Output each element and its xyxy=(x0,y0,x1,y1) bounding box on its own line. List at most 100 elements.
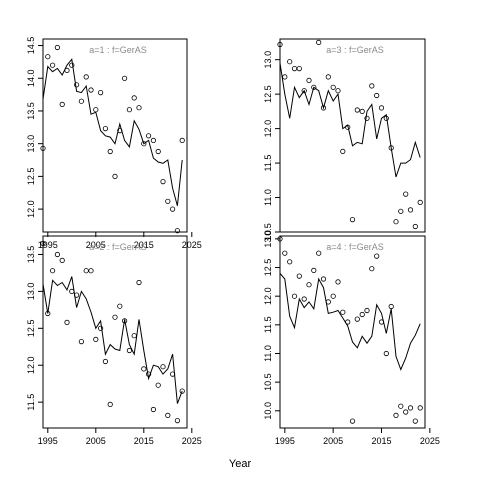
x-tick-label: 1995 xyxy=(275,436,295,446)
observed-point xyxy=(83,74,89,80)
observed-point xyxy=(325,74,331,80)
panel-title: a=4 : f=GerAS xyxy=(326,242,384,252)
observed-point xyxy=(78,338,85,345)
y-tick-label: 12.0 xyxy=(26,200,36,218)
y-tick-label: 12.5 xyxy=(263,259,273,277)
observed-point xyxy=(160,364,166,370)
observed-point xyxy=(306,77,312,84)
observed-point xyxy=(88,268,94,274)
observed-point xyxy=(349,217,356,223)
observed-point xyxy=(374,92,380,99)
observed-point xyxy=(407,207,414,213)
x-tick-label: 1995 xyxy=(38,240,58,250)
observed-point xyxy=(311,267,317,273)
observed-point xyxy=(359,311,365,318)
observed-point xyxy=(383,350,389,357)
x-tick-label: 2025 xyxy=(182,240,202,250)
observed-point xyxy=(146,133,152,139)
observed-point xyxy=(88,87,94,93)
panel-title: a=3 : f=GerAS xyxy=(326,45,384,55)
observed-point xyxy=(40,240,46,246)
observed-point xyxy=(117,128,123,134)
y-tick-label: 12.5 xyxy=(26,168,36,186)
observed-point xyxy=(301,88,307,94)
y-tick-label: 13.5 xyxy=(26,246,36,264)
plot-frame xyxy=(279,235,426,429)
y-tick-label: 12.0 xyxy=(263,287,273,305)
x-tick-label: 2005 xyxy=(86,240,106,250)
x-tick-label: 1995 xyxy=(38,436,58,446)
y-tick-label: 11.5 xyxy=(263,316,273,333)
y-tick-label: 13.0 xyxy=(263,230,273,248)
observed-point xyxy=(369,83,375,89)
observed-point xyxy=(354,316,360,322)
observed-point xyxy=(364,115,370,121)
observed-point xyxy=(320,276,327,282)
observed-point xyxy=(69,62,75,68)
x-axis-label: Year xyxy=(229,458,252,470)
observed-point xyxy=(107,401,113,407)
observed-point xyxy=(170,371,176,377)
observed-point xyxy=(369,266,375,272)
observed-point xyxy=(306,282,312,288)
observed-point xyxy=(388,303,394,310)
plot-frame xyxy=(42,235,188,429)
observed-point xyxy=(330,84,336,90)
y-tick-label: 14.0 xyxy=(26,69,36,87)
x-tick-label: 2015 xyxy=(134,240,154,250)
observed-point xyxy=(296,66,302,72)
y-tick-label: 11.5 xyxy=(263,155,273,172)
plot-frame xyxy=(42,38,188,233)
observed-point xyxy=(49,268,56,274)
y-tick-label: 13.5 xyxy=(26,102,36,120)
observed-point xyxy=(296,273,302,279)
observed-point xyxy=(64,319,70,325)
y-tick-label: 12.5 xyxy=(26,320,36,338)
observed-point xyxy=(287,259,293,265)
observed-point xyxy=(364,307,370,314)
observed-point xyxy=(345,124,351,130)
observed-point xyxy=(122,75,128,81)
observed-point xyxy=(160,179,166,185)
observed-point xyxy=(417,199,423,205)
x-tick-label: 2005 xyxy=(323,436,343,446)
observed-point xyxy=(170,206,176,212)
observed-point xyxy=(74,82,80,88)
observed-point xyxy=(179,388,185,394)
observed-point xyxy=(126,107,132,113)
observed-point xyxy=(155,148,161,155)
observed-point xyxy=(98,90,104,96)
observed-point xyxy=(398,403,404,409)
panel-2: a=3 : f=GerAS 10.5 11.0 11.5 12.0 12.5 13.0 xyxy=(263,38,426,241)
y-tick-label: 11.5 xyxy=(26,394,36,411)
y-tick-label: 12.5 xyxy=(263,85,273,103)
fitted-line xyxy=(279,272,421,371)
observed-point xyxy=(349,418,356,424)
observed-point xyxy=(174,417,180,424)
y-tick-label: 14.5 xyxy=(26,37,36,55)
observed-point xyxy=(291,66,298,72)
y-tick-label: 10.5 xyxy=(263,373,273,391)
x-tick-label: 2015 xyxy=(371,436,391,446)
observed-point xyxy=(282,250,288,256)
observed-point xyxy=(112,314,118,320)
observed-point xyxy=(403,191,409,197)
observed-point xyxy=(340,148,346,154)
observed-point xyxy=(330,293,336,299)
observed-point xyxy=(345,319,351,325)
observed-point xyxy=(54,251,61,258)
panel-4: a=4 : f=GerAS 10.0 10.5 11.0 11.5 12.0 12.5 13.… xyxy=(263,230,440,446)
observed-point xyxy=(354,107,360,113)
observed-point xyxy=(388,145,394,151)
y-tick-label: 13.0 xyxy=(263,51,273,69)
observed-point xyxy=(59,101,65,108)
y-tick-label: 13.0 xyxy=(26,283,36,301)
observed-point xyxy=(150,406,156,413)
observed-point xyxy=(40,145,46,151)
observed-point xyxy=(417,405,423,411)
observed-point xyxy=(45,54,51,60)
observed-point xyxy=(45,310,51,317)
y-tick-label: 12.0 xyxy=(26,356,36,374)
